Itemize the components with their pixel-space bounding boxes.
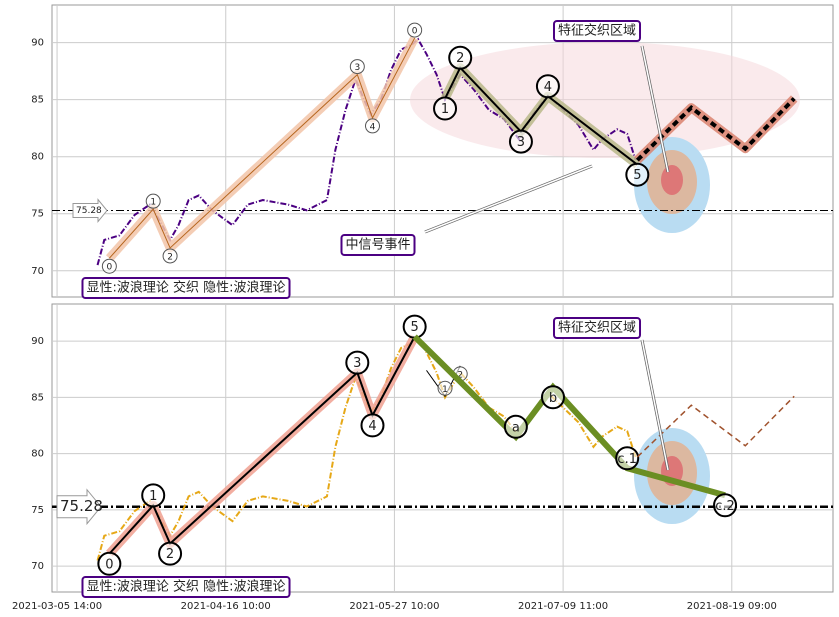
wave-marker [713,493,738,518]
annotation-box [552,317,642,339]
annotation: 中信号事件 [345,238,410,253]
wave-label: 4 [544,80,552,95]
wave-label: 5 [411,320,419,335]
wave-marker [360,413,385,438]
wave-label: c.1 [617,452,637,467]
x-tick-label: 2021-07-09 11:00 [518,601,608,612]
callout-arrow [424,165,593,233]
wave-marker [145,193,161,209]
annotation: 显性:波浪理论 交织 隐性:波浪理论 [86,280,285,296]
wave-label: c.2 [715,499,735,514]
wave-label: 2 [457,370,463,380]
reference-label: 75.28 [76,206,102,216]
target-zone [661,165,683,195]
wave-label: b [549,391,557,406]
wave-marker [162,248,178,264]
wave-label: 0 [105,557,113,572]
y-tick-label: 70 [31,266,44,277]
wave-marker [345,350,370,375]
wave-label: 1 [442,385,448,395]
x-tick-label: 2021-05-27 10:00 [349,601,439,612]
wave-marker [625,162,650,187]
y-tick-label: 75 [31,505,44,516]
wave-marker [158,541,183,566]
wave-label: 2 [456,51,464,66]
wave-label: 3 [353,356,361,371]
y-tick-label: 80 [31,449,44,460]
wave-marker [407,22,423,38]
wave-marker [615,446,640,471]
annotation: 特征交织区域 [558,320,636,336]
wave-marker [540,385,565,410]
wave-label: 4 [368,419,376,434]
reference-tag [72,198,108,223]
annotation-box [81,277,291,299]
wave-halo [634,95,798,164]
wave-marker [141,483,166,508]
x-tick-label: 2021-04-16 10:00 [181,601,271,612]
x-tick-label: 2021-08-19 09:00 [687,601,777,612]
wave-label: a [512,420,520,435]
y-tick-label: 90 [31,336,44,347]
wave-marker [448,45,473,70]
annotation-box [552,20,642,42]
wave-marker [364,118,380,134]
wave-marker [535,74,560,99]
wave-label: 2 [167,252,173,262]
annotation-box [340,234,416,256]
reference-label: 75.28 [60,497,103,515]
wave-label: 4 [370,122,376,132]
wave-marker [433,96,458,121]
wave-label: 1 [150,198,156,208]
wave-marker [349,59,365,75]
wave-marker [97,551,122,576]
wave-label: 0 [106,263,112,273]
x-tick-label: 2021-03-05 14:00 [12,601,102,612]
feature-zone [410,42,800,158]
callout-arrow [641,339,669,471]
annotation: 显性:波浪理论 交织 隐性:波浪理论 [86,579,285,595]
wave-marker [508,129,533,154]
annotation-box [81,576,291,598]
y-tick-label: 90 [31,38,44,49]
annotation: 特征交织区域 [558,23,636,39]
wave-label: 2 [166,547,174,562]
wave-label: 3 [354,63,360,73]
series-line [108,336,416,555]
wave-label: 1 [149,489,157,504]
y-tick-label: 70 [31,561,44,572]
series-line [108,37,416,259]
wave-label: 0 [412,27,418,37]
y-tick-label: 85 [31,392,44,403]
y-tick-label: 75 [31,209,44,220]
wave-marker [437,380,453,396]
wave-marker [101,258,117,274]
y-tick-label: 80 [31,152,44,163]
callout-arrow [641,45,669,173]
wave-label: 1 [441,102,449,117]
wave-marker [503,414,528,439]
wave-label: 3 [517,135,525,150]
y-tick-label: 85 [31,95,44,106]
wave-label: 5 [633,168,641,183]
reference-tag [56,488,102,526]
